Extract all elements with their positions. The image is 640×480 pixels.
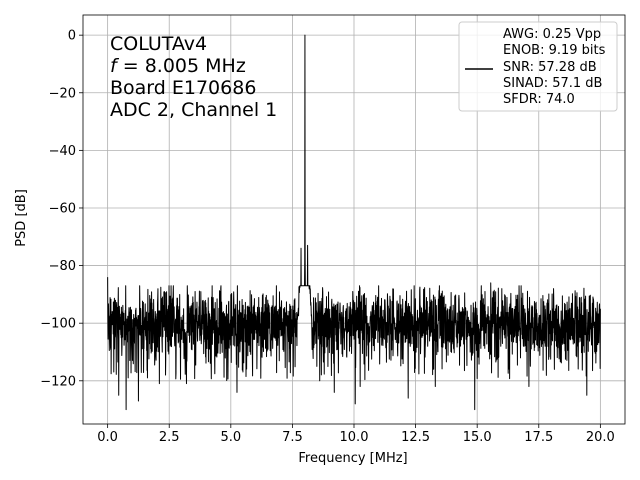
series-layer bbox=[107, 34, 601, 411]
y-axis-label: PSD [dB] bbox=[14, 189, 29, 247]
annotation-line-2: f = 8.005 MHz bbox=[110, 55, 246, 77]
y-tick-label: −120 bbox=[40, 374, 76, 389]
x-tick-label: 10.0 bbox=[340, 430, 369, 445]
y-tick-label: −100 bbox=[40, 317, 76, 332]
x-axis-label: Frequency [MHz] bbox=[298, 451, 407, 466]
annotation-frequency-symbol: f bbox=[110, 55, 120, 77]
legend-line-1: AWG: 0.25 Vpp bbox=[503, 27, 601, 42]
y-tick-label: −60 bbox=[49, 201, 76, 216]
annotation-line-4: ADC 2, Channel 1 bbox=[110, 99, 277, 121]
x-tick-label: 15.0 bbox=[463, 430, 492, 445]
x-tick-label: 0.0 bbox=[97, 430, 118, 445]
y-tick-label: 0 bbox=[68, 29, 76, 44]
y-tick-label: −80 bbox=[49, 259, 76, 274]
x-tick-label: 7.5 bbox=[282, 430, 303, 445]
x-tick-label: 20.0 bbox=[586, 430, 615, 445]
legend-line-3: SNR: 57.28 dB bbox=[503, 60, 597, 75]
legend-line-5: SFDR: 74.0 bbox=[503, 92, 575, 107]
tick-layer: 0.0 2.5 5.0 7.5 10.0 12.5 15.0 17.5 20.0 0 −20 −40 −… bbox=[40, 29, 615, 445]
annotation-line-1: COLUTAv4 bbox=[110, 33, 207, 55]
legend-line-4: SINAD: 57.1 dB bbox=[503, 76, 602, 91]
x-tick-label: 17.5 bbox=[524, 430, 553, 445]
y-tick-label: −40 bbox=[49, 144, 76, 159]
annotation-text: COLUTAv4 f = 8.005 MHz Board E170686 ADC… bbox=[110, 33, 277, 121]
legend: AWG: 0.25 Vpp ENOB: 9.19 bits SNR: 57.28… bbox=[458, 21, 618, 112]
legend-box bbox=[458, 21, 618, 112]
y-tick-label: −20 bbox=[49, 86, 76, 101]
x-tick-label: 12.5 bbox=[401, 430, 430, 445]
annotation-frequency-value: = 8.005 MHz bbox=[117, 55, 246, 77]
psd-series-line bbox=[107, 34, 601, 411]
legend-line-2: ENOB: 9.19 bits bbox=[503, 43, 606, 58]
x-tick-label: 2.5 bbox=[159, 430, 180, 445]
annotation-line-3: Board E170686 bbox=[110, 77, 256, 99]
x-tick-label: 5.0 bbox=[220, 430, 241, 445]
